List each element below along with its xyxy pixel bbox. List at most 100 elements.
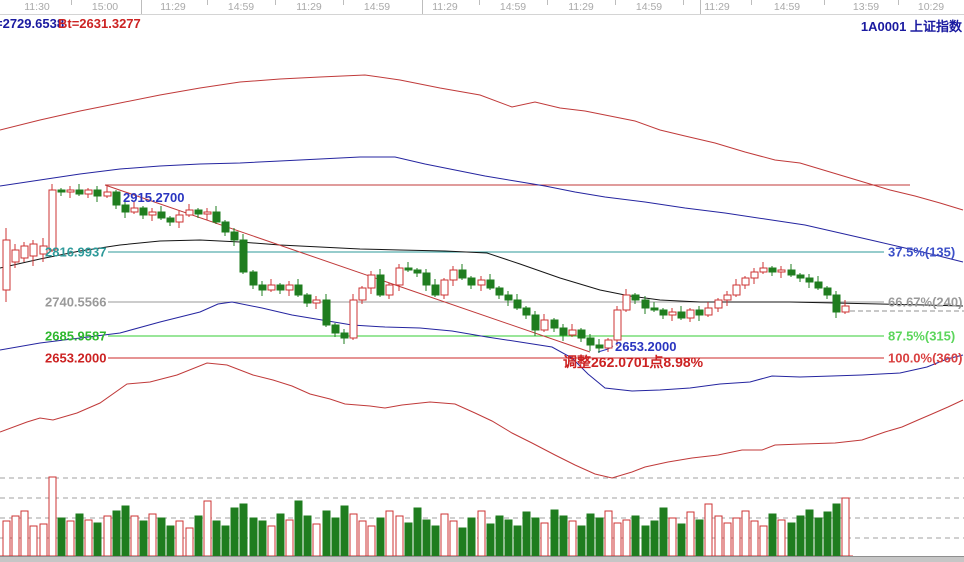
candle-body — [568, 329, 577, 336]
candle-body — [93, 189, 102, 197]
candle-body — [404, 267, 413, 271]
volume-bar — [312, 523, 321, 557]
volume-bar — [93, 522, 102, 557]
volume-bar — [285, 519, 294, 557]
volume-bar — [39, 523, 48, 557]
time-label: 11:29 — [432, 1, 458, 13]
volume-bar — [686, 511, 695, 557]
volume-bar — [595, 517, 604, 557]
fib-percent-label: 100.0%(360) — [888, 350, 963, 366]
volume-bar — [796, 515, 805, 557]
volume-bar — [294, 500, 303, 557]
volume-bar — [559, 515, 568, 557]
volume-bar — [322, 510, 331, 557]
candle-body — [741, 277, 750, 286]
volume-bar — [157, 517, 166, 557]
volume-bar — [440, 513, 449, 557]
volume-bar — [230, 507, 239, 557]
candle-body — [732, 284, 741, 296]
candle-body — [550, 319, 559, 329]
status-bar — [0, 556, 964, 562]
candle-body — [440, 279, 449, 296]
volume-bar — [267, 525, 276, 557]
volume-bar — [367, 525, 376, 557]
candle-body — [84, 189, 93, 195]
candle-body — [540, 319, 549, 331]
candle-body — [714, 299, 723, 309]
volume-bar — [805, 509, 814, 557]
volume-bar — [641, 525, 650, 557]
candle-body — [112, 191, 121, 206]
volume-bar — [704, 503, 713, 557]
volume-bar — [513, 525, 522, 557]
volume-bar — [759, 525, 768, 557]
volume-bar — [467, 517, 476, 557]
volume-bar — [677, 523, 686, 557]
volume-bar — [768, 513, 777, 557]
volume-bar — [57, 517, 66, 557]
time-label: 11:29 — [568, 1, 594, 13]
candle-body — [285, 284, 294, 291]
time-axis-tick — [700, 0, 701, 14]
candle-body — [175, 214, 184, 223]
candle-body — [322, 299, 331, 326]
volume-bar — [631, 515, 640, 557]
volume-bar — [239, 503, 248, 557]
candle-body — [221, 221, 230, 233]
candle-body — [276, 284, 285, 291]
volume-bar — [249, 517, 258, 557]
candle-body — [194, 209, 203, 215]
volume-bar — [495, 515, 504, 557]
candle-body — [768, 267, 777, 273]
candle-body — [805, 277, 814, 283]
moving-average-line — [0, 239, 964, 307]
volume-bar — [148, 513, 157, 557]
price-level-label: 2740.5566 — [45, 294, 107, 310]
candle-body — [668, 311, 677, 316]
volume-bar — [66, 520, 75, 557]
volume-bar — [613, 522, 622, 557]
time-axis-tick — [898, 0, 899, 5]
volume-bar — [166, 525, 175, 557]
time-label: 14:59 — [499, 1, 527, 13]
volume-bar — [695, 519, 704, 557]
price-level-label: 2685.9587 — [45, 328, 107, 344]
volume-bar — [203, 500, 212, 557]
time-label: 11:29 — [296, 1, 322, 13]
volume-bar — [522, 511, 531, 557]
candle-body — [121, 204, 130, 213]
volume-bar — [458, 527, 467, 557]
candle-body — [832, 294, 841, 313]
volume-bar — [340, 505, 349, 557]
candle-body — [841, 305, 850, 313]
candle-body — [367, 274, 376, 289]
volume-bar — [413, 507, 422, 557]
volume-bar — [477, 510, 486, 557]
time-axis-tick — [547, 0, 548, 5]
volume-bar — [2, 520, 11, 557]
time-axis-tick — [615, 0, 616, 5]
volume-bar — [568, 520, 577, 557]
volume-bar — [103, 515, 112, 557]
volume-bar — [395, 515, 404, 557]
time-axis-tick — [71, 0, 72, 5]
candle-body — [577, 329, 586, 339]
volume-bar — [486, 523, 495, 557]
candle-body — [659, 309, 668, 316]
candle-body — [139, 207, 148, 216]
candle-body — [477, 279, 486, 286]
volume-bar — [358, 520, 367, 557]
time-axis-tick — [683, 0, 684, 5]
volume-bar — [121, 505, 130, 557]
candle-body — [823, 287, 832, 296]
volume-bar — [29, 525, 38, 557]
volume-bar — [732, 517, 741, 557]
candle-body — [303, 294, 312, 304]
volume-bar — [540, 522, 549, 557]
candle-body — [613, 309, 622, 341]
volume-bar — [741, 510, 750, 557]
lower-blue-band — [0, 301, 964, 392]
candle-body — [385, 284, 394, 296]
